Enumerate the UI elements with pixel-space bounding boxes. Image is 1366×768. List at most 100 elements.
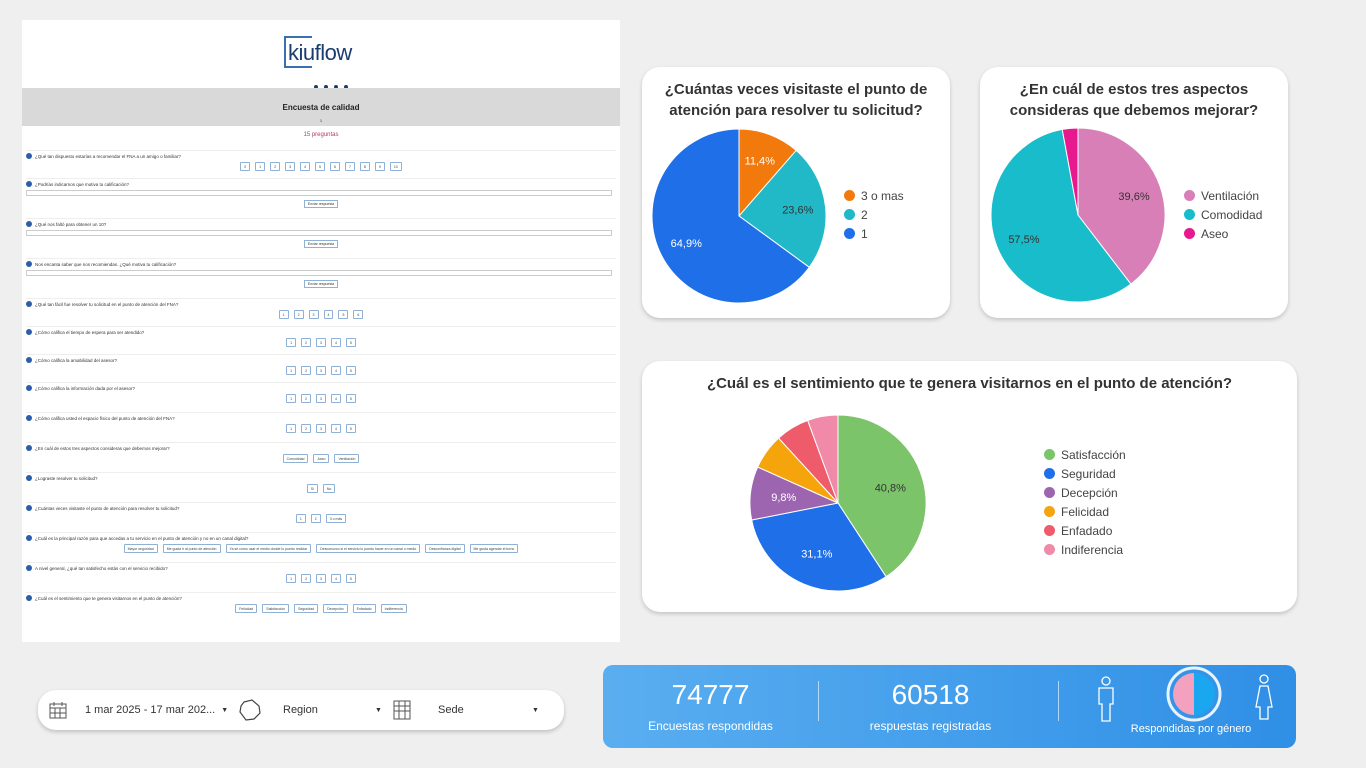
- answer-option[interactable]: 5: [338, 310, 349, 319]
- answer-option[interactable]: 5: [315, 162, 325, 171]
- legend-item[interactable]: Ventilación: [1184, 186, 1262, 205]
- answer-option[interactable]: 1: [255, 162, 266, 171]
- pie-data-label: 9,8%: [771, 492, 796, 504]
- answer-text-field[interactable]: [26, 270, 612, 276]
- answer-option[interactable]: Desconfianza digital: [425, 544, 465, 553]
- survey-question: ¿Cómo califica la información dada por e…: [26, 382, 616, 403]
- answer-option[interactable]: 2: [310, 514, 321, 523]
- answer-text-field[interactable]: [26, 230, 612, 236]
- answer-option[interactable]: 4: [300, 162, 311, 171]
- answer-option[interactable]: 2: [301, 366, 312, 375]
- sede-filter[interactable]: Sede ▼: [392, 690, 539, 730]
- answer-option[interactable]: Satisfacción: [262, 604, 290, 613]
- answer-option[interactable]: 1: [295, 514, 306, 523]
- answer-option[interactable]: 3: [316, 424, 326, 433]
- answer-option[interactable]: 3: [316, 338, 326, 347]
- legend-item[interactable]: 1: [844, 224, 904, 243]
- answer-option[interactable]: 1: [286, 424, 297, 433]
- send-answer-button[interactable]: Enviar respuesta: [304, 240, 338, 248]
- pie-slice-1[interactable]: [651, 128, 810, 304]
- answer-option[interactable]: 1: [278, 310, 289, 319]
- question-text: ¿Lograste resolver tu solicitud?: [35, 475, 98, 481]
- answer-option[interactable]: Desconozco si el servicio lo puedo hacer…: [316, 544, 421, 553]
- legend-item[interactable]: Indiferencia: [1044, 540, 1126, 559]
- answer-option[interactable]: 3: [316, 574, 326, 583]
- pie-slice-indiferencia[interactable]: [807, 414, 839, 504]
- answer-option[interactable]: 6: [330, 162, 340, 171]
- answer-option[interactable]: No: [322, 484, 336, 493]
- answer-option[interactable]: 3: [285, 162, 296, 171]
- answer-option[interactable]: 2: [301, 574, 312, 583]
- answer-option[interactable]: 2: [293, 310, 304, 319]
- answer-option[interactable]: 10: [389, 162, 402, 171]
- pie-slice-2[interactable]: [738, 149, 827, 268]
- legend-item[interactable]: Decepción: [1044, 483, 1126, 502]
- answer-option[interactable]: Me gusta agendar el turno: [469, 544, 519, 553]
- answer-option[interactable]: 2: [270, 162, 281, 171]
- answer-option[interactable]: 6: [353, 310, 364, 319]
- legend-item[interactable]: 3 o mas: [844, 186, 904, 205]
- answer-option[interactable]: 1: [286, 338, 297, 347]
- answer-option[interactable]: 3: [316, 366, 326, 375]
- send-answer-button[interactable]: Enviar respuesta: [304, 280, 338, 288]
- answer-option[interactable]: Decepción: [323, 604, 348, 613]
- answer-option[interactable]: Me gusta ir al punto de atención: [162, 544, 221, 553]
- answer-option[interactable]: Felicidad: [235, 604, 258, 613]
- answer-option[interactable]: 3: [316, 394, 326, 403]
- answer-option[interactable]: 0: [240, 162, 251, 171]
- legend-item[interactable]: Satisfacción: [1044, 445, 1126, 464]
- answer-option[interactable]: 9: [374, 162, 385, 171]
- question-number-icon: [26, 153, 32, 159]
- answer-option[interactable]: Ventilación: [334, 454, 360, 463]
- answer-option[interactable]: 4: [330, 366, 341, 375]
- answer-option[interactable]: 2: [301, 338, 312, 347]
- pie-data-label: 57,5%: [1008, 234, 1039, 246]
- answer-option[interactable]: 5: [345, 574, 356, 583]
- answer-option[interactable]: Enfadado: [352, 604, 376, 613]
- answer-option[interactable]: Comodidad: [282, 454, 309, 463]
- pie-slice-aseo[interactable]: [1061, 127, 1079, 216]
- answer-option[interactable]: 1: [286, 366, 297, 375]
- answer-option[interactable]: 8: [359, 162, 370, 171]
- answer-option[interactable]: 5: [345, 424, 356, 433]
- answer-option[interactable]: 5: [345, 394, 356, 403]
- answer-option[interactable]: 5: [345, 366, 356, 375]
- chevron-down-icon: ▼: [221, 706, 229, 714]
- answer-option[interactable]: 4: [330, 338, 341, 347]
- visits-chart-card: ¿Cuántas veces visitaste el punto de ate…: [642, 67, 950, 318]
- answer-option[interactable]: Si: [306, 484, 318, 493]
- answer-option[interactable]: 3 o más: [325, 514, 347, 523]
- answer-option[interactable]: Mayor seguridad: [123, 544, 158, 553]
- legend-item[interactable]: Aseo: [1184, 224, 1262, 243]
- answer-option[interactable]: 3: [308, 310, 319, 319]
- answer-option[interactable]: 4: [330, 574, 341, 583]
- date-filter[interactable]: 1 mar 2025 - 17 mar 202... ▼: [48, 690, 228, 730]
- answer-option[interactable]: 1: [286, 394, 297, 403]
- answer-text-field[interactable]: [26, 190, 612, 196]
- answer-option[interactable]: Seguridad: [294, 604, 319, 613]
- answer-option[interactable]: Indiferencia: [380, 604, 407, 613]
- pie-slice-ventilación[interactable]: [1077, 127, 1166, 285]
- region-filter[interactable]: Region ▼: [238, 690, 382, 730]
- answer-option[interactable]: 2: [301, 424, 312, 433]
- answer-option[interactable]: 7: [344, 162, 355, 171]
- legend-item[interactable]: Felicidad: [1044, 502, 1126, 521]
- send-answer-button[interactable]: Enviar respuesta: [304, 200, 338, 208]
- pie-slice-comodidad[interactable]: [990, 128, 1132, 303]
- legend-item[interactable]: Enfadado: [1044, 521, 1126, 540]
- pie-slice-3-o-mas[interactable]: [738, 128, 797, 218]
- legend-item[interactable]: Comodidad: [1184, 205, 1262, 224]
- legend-item[interactable]: 2: [844, 205, 904, 224]
- answer-option[interactable]: 4: [330, 394, 341, 403]
- answer-option[interactable]: Ya sé cómo usar el medio donde lo puedo …: [225, 544, 312, 553]
- answer-option[interactable]: 4: [330, 424, 341, 433]
- chart-title: ¿Cuál es el sentimiento que te genera vi…: [706, 375, 1233, 392]
- legend-swatch: [1044, 525, 1055, 536]
- answer-option[interactable]: Aseo: [313, 454, 330, 463]
- answer-option[interactable]: 5: [345, 338, 356, 347]
- answer-option[interactable]: 4: [323, 310, 334, 319]
- answer-option[interactable]: 1: [286, 574, 297, 583]
- legend-item[interactable]: Seguridad: [1044, 464, 1126, 483]
- pie-slice-seguridad[interactable]: [751, 502, 887, 592]
- answer-option[interactable]: 2: [301, 394, 312, 403]
